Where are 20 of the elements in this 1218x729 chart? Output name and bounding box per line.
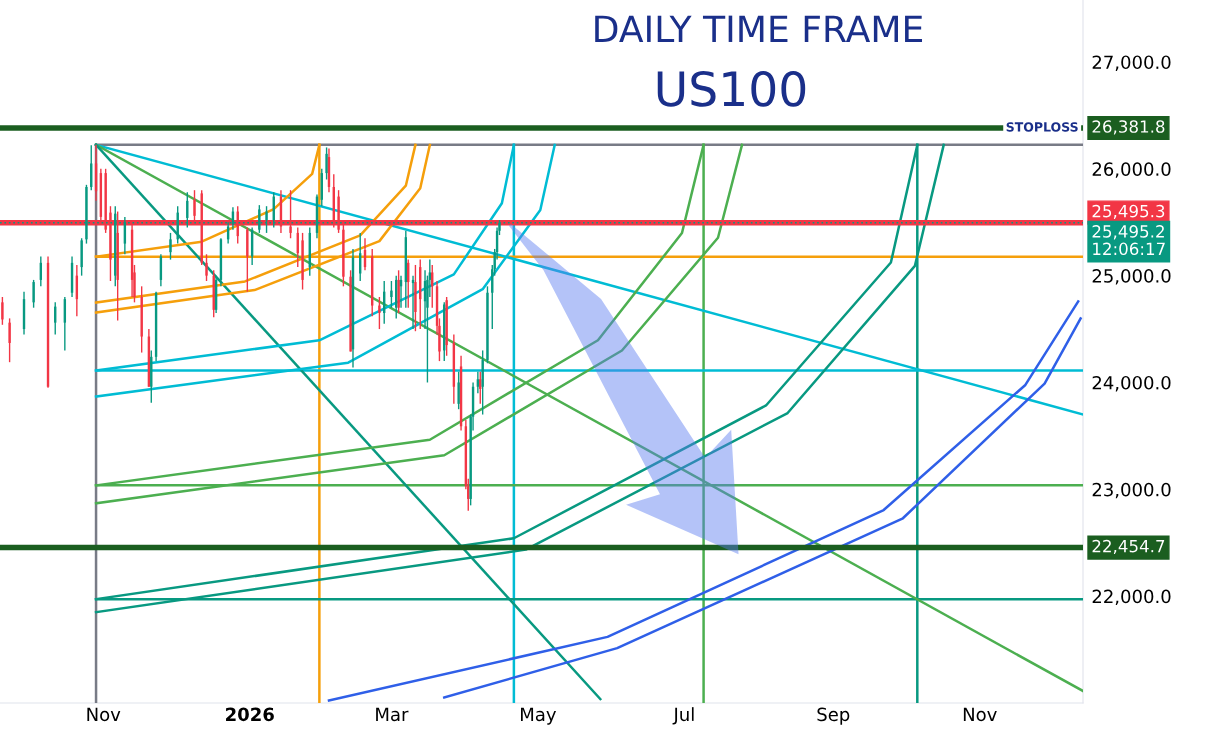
y-tick-label: 26,000.0 — [1092, 162, 1171, 178]
x-tick-label: Mar — [376, 707, 409, 722]
x-tick-label: Jul — [672, 707, 694, 725]
y-tick-label: 24,000.0 — [1092, 375, 1171, 392]
x-tick-label: 2026 — [226, 707, 274, 722]
x-tick-label: Sep — [817, 707, 850, 725]
chart-title: DAILY TIME FRAME — [595, 15, 923, 42]
x-tick-label: Nov — [87, 707, 121, 722]
text: US100 — [657, 70, 806, 107]
ref-line-label: 22,454.7 — [1092, 539, 1165, 555]
annotation: STOPLOSS — [1006, 122, 1078, 132]
y-tick-label: 25,000.0 — [1092, 269, 1171, 285]
x-tick-label: Nov — [963, 707, 997, 722]
y-tick-label: 23,000.0 — [1092, 482, 1171, 499]
y-tick-label: 27,000.0 — [1092, 55, 1171, 71]
x-tick-label: May — [521, 707, 557, 725]
ref-line-label: 26,381.8 — [1092, 120, 1165, 135]
ref-line-label: 25,495.3 — [1092, 204, 1165, 220]
ref-line-label: 25,495.2 12:06:17 — [1092, 225, 1165, 256]
y-tick-label: 22,000.0 — [1092, 589, 1171, 606]
